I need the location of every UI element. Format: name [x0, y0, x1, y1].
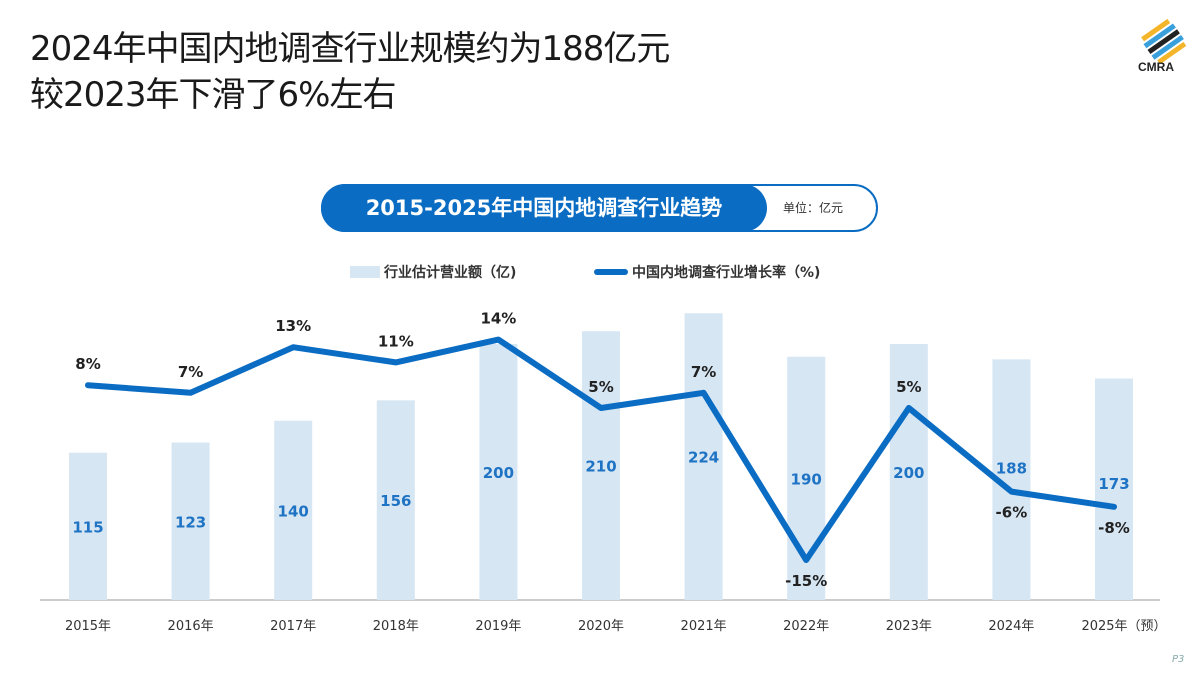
growth-line	[85, 336, 1117, 563]
bar-value-label: 140	[278, 502, 309, 520]
page-title: 2024年中国内地调查行业规模约为188亿元 较2023年下滑了6%左右	[30, 26, 670, 118]
x-tick-label: 2016年	[168, 619, 214, 634]
chart-unit: 单位：亿元	[783, 201, 844, 215]
cmra-logo	[1141, 18, 1187, 65]
logo-text: CMRA	[1138, 60, 1174, 74]
x-tick-label: 2023年	[886, 619, 932, 634]
growth-rate-label: -15%	[785, 572, 827, 590]
bar	[684, 313, 723, 600]
chart-title: 2015-2025年中国内地调查行业趋势	[321, 184, 767, 232]
page-number: P3	[1172, 654, 1185, 665]
bar	[171, 442, 210, 600]
x-tick-label: 2018年	[373, 619, 419, 634]
legend-line-label: 中国内地调查行业增长率（%)	[632, 265, 821, 281]
bar	[1095, 378, 1133, 600]
x-tick-label: 2020年	[578, 619, 624, 634]
x-tick-label: 2025年（预）	[1081, 619, 1166, 634]
bar-value-label: 200	[483, 464, 514, 482]
legend-bar-label: 行业估计营业额（亿)	[384, 265, 517, 281]
growth-rate-label: 7%	[691, 363, 716, 381]
x-tick-label: 2017年	[270, 619, 316, 634]
x-tick-label: 2015年	[65, 619, 111, 634]
legend-bar: 行业估计营业额（亿)	[350, 262, 516, 282]
growth-rate-label: -8%	[1098, 519, 1130, 537]
bar	[479, 344, 518, 600]
bar	[69, 452, 107, 600]
bar-value-label: 190	[791, 470, 822, 488]
bar-value-label: 115	[72, 518, 103, 536]
bar	[376, 400, 415, 600]
growth-rate-label: -6%	[996, 504, 1028, 522]
growth-rate-label: 14%	[480, 310, 516, 328]
bar-value-label: 123	[175, 513, 206, 531]
growth-rate-label: 5%	[896, 378, 921, 396]
bar	[889, 344, 928, 600]
bar	[582, 331, 620, 600]
bar-value-label: 200	[893, 464, 924, 482]
x-tick-label: 2024年	[988, 619, 1034, 634]
bar-value-label: 188	[996, 460, 1027, 478]
growth-rate-label: 5%	[588, 378, 613, 396]
bar-value-label: 173	[1098, 475, 1129, 493]
bar	[274, 420, 313, 600]
legend-line-swatch	[594, 269, 628, 275]
x-tick-label: 2019年	[475, 619, 521, 634]
growth-rate-label: 8%	[75, 355, 100, 373]
legend-line: 中国内地调查行业增长率（%)	[594, 262, 820, 282]
x-tick-label: 2021年	[681, 619, 727, 634]
x-tick-label: 2022年	[783, 619, 829, 634]
growth-rate-label: 11%	[378, 332, 414, 350]
growth-rate-label: 13%	[275, 317, 311, 335]
title-line-1: 2024年中国内地调查行业规模约为188亿元	[30, 29, 670, 69]
growth-rate-label: 7%	[178, 363, 203, 381]
bar-value-label: 224	[688, 449, 719, 467]
title-line-2: 较2023年下滑了6%左右	[30, 75, 396, 115]
bar-value-label: 210	[585, 458, 616, 476]
bar-value-label: 156	[380, 492, 411, 510]
legend-bar-swatch	[350, 266, 380, 278]
